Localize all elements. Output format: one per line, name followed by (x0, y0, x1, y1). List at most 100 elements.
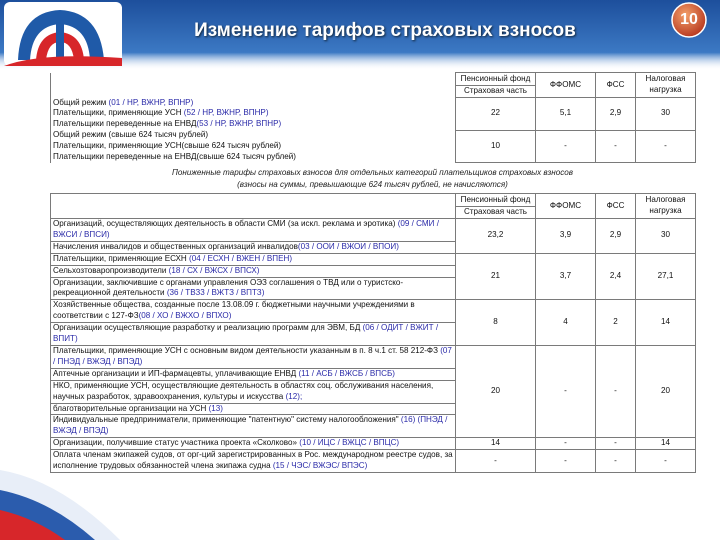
header-cell: ФФОМС (535, 193, 596, 219)
rate-cell: - (635, 449, 696, 473)
header-cell: Налоговая нагрузка (635, 193, 696, 219)
table-row: Плательщики, применяющие УСН (52 / НР, В… (50, 108, 696, 120)
header-text: Страховая часть (463, 85, 528, 95)
row-code: (18 / СХ / ВЖСХ / ВПСХ) (168, 265, 260, 275)
header-text: Страховая часть (463, 206, 528, 216)
row-label: Плательщики, применяющие УСН (52 / НР, В… (50, 108, 456, 120)
row-label: Сельхозтоваропроизводители (18 / СХ / ВЖ… (50, 264, 456, 278)
rate-cell: 20 (635, 344, 696, 439)
row-text: Оплата членам экипажей судов, от орг-ций… (53, 450, 453, 471)
header-cell: ФСС (595, 72, 636, 98)
row-text: Общий режим (свыше 624 тысяч рублей) (53, 130, 209, 140)
row-code: (08 / ХО / ВЖХО / ВПХО) (138, 311, 232, 321)
row-text: Плательщики переведенные на ЕНВД (53, 119, 197, 129)
row-text: Организации осуществляющие разработку и … (53, 323, 363, 333)
table-row: Организаций, осуществляющих деятельность… (50, 218, 696, 254)
row-text: Организаций, осуществляющих деятельность… (53, 219, 398, 228)
table-row: Организации, получившие статус участника… (50, 437, 696, 451)
table: Пенсионный фонд Страховая часть ФФОМС ФСС На… (50, 72, 696, 164)
rate-cell: 4 (535, 299, 596, 346)
caption-line: Пониженные тарифы страховых взносов для … (172, 168, 573, 177)
rate-cell: - (535, 129, 596, 164)
rate-cell: 2,9 (595, 97, 636, 131)
row-text: Плательщики, применяющие УСН с основным … (53, 345, 441, 355)
header-text: Пенсионный фонд (456, 74, 535, 86)
slide-number-badge (671, 2, 707, 38)
rate-cell: - (595, 344, 636, 439)
row-label: Плательщики, применяющие УСН(свыше 624 т… (50, 141, 456, 153)
rate-cell: 14 (635, 299, 696, 346)
row-label: Плательщики, применяющие УСН с основным … (50, 344, 456, 369)
rate-cell: 14 (455, 437, 536, 451)
row-text: Плательщики переведенные на ЕНВД(свыше 6… (53, 152, 296, 162)
row-code: (53 / НР, ВЖНР, ВПНР) (196, 119, 282, 129)
caption-line: (взносы на суммы, превышающие 624 тысяч … (237, 180, 508, 189)
table-row: Общий режим (свыше 624 тысяч рублей) 10- -… (50, 129, 696, 164)
rate-cell: - (595, 449, 636, 473)
rate-cell: - (455, 449, 536, 473)
rate-cell: 2 (595, 299, 636, 346)
slide-number: 10 (680, 11, 698, 28)
row-label: благотворительные организации на УСН (13… (50, 402, 456, 416)
row-label: Хозяйственные общества, созданные после … (50, 299, 456, 324)
rate-cell: 22 (455, 97, 536, 131)
rate-cell: 2,4 (595, 252, 636, 301)
table-row: благотворительные организации на УСН (13… (50, 402, 696, 416)
row-label: Организации, получившие статус участника… (50, 437, 456, 451)
row-code: (12); (285, 391, 303, 401)
row-text: Начисления инвалидов и общественных орга… (53, 241, 298, 251)
row-code: (52 / НР, ВЖНР, ВПНР) (183, 108, 269, 118)
rate-cell: 5,1 (535, 97, 596, 131)
row-code: (15 / ЧЭС/ ВЖЭС/ ВПЭС) (272, 461, 368, 471)
table-row: Плательщики, применяющие УСН с основным … (50, 344, 696, 439)
rate-cell: 30 (635, 218, 696, 254)
row-label: Начисления инвалидов и общественных орга… (50, 240, 456, 254)
rate-cell: 27,1 (635, 252, 696, 301)
rate-cell: - (535, 437, 596, 451)
header-row: Пенсионный фонд Страховая часть ФФОМС ФСС На… (50, 193, 696, 219)
table-row: Начисления инвалидов и общественных орга… (50, 240, 696, 254)
table-row: Аптечные организации и ИП-фармацевты, уп… (50, 367, 696, 381)
rate-cell: 3,9 (535, 218, 596, 254)
rate-cell: 14 (635, 437, 696, 451)
header-cell: Пенсионный фонд Страховая часть (455, 193, 536, 219)
row-label: НКО, применяющие УСН, осуществляющие дея… (50, 379, 456, 404)
rate-cell: - (535, 344, 596, 439)
row-text: благотворительные организации на УСН (53, 403, 209, 413)
caption: Пониженные тарифы страховых взносов для … (50, 167, 695, 191)
row-code: (11 / АСБ / ВЖСБ / ВПСБ) (298, 368, 395, 378)
row-code: (16) (ПНЭД / ВЖЭД / ВПЭД) (53, 415, 448, 436)
row-label: Плательщики, применяющие ЕСХН (04 / ЕСХН… (50, 252, 456, 266)
table-row: Оплата членам экипажей судов, от орг-ций… (50, 449, 696, 473)
header-cell (50, 72, 456, 98)
row-text: Плательщики, применяющие УСН(свыше 624 т… (53, 141, 282, 151)
row-code: (10 / ИЦС / ВЖЦС / ВПЦС) (299, 438, 400, 448)
rate-cell: 30 (635, 97, 696, 131)
row-label: Организации осуществляющие разработку и … (50, 322, 456, 346)
row-text: Индивидуальные предприниматели, применяю… (53, 415, 401, 425)
row-code: (03 / ООИ / ВЖОИ / ВПОИ) (297, 241, 399, 251)
table-row: Плательщики, применяющие УСН(свыше 624 т… (50, 141, 696, 153)
row-text: Плательщики, применяющие ЕСХН (53, 253, 189, 263)
table-row: Общий режим (01 / НР, ВЖНР, ВПНР) 22 5,1 2,… (50, 97, 696, 131)
rate-cell: 2,9 (595, 218, 636, 254)
header-text: Пенсионный фонд (456, 195, 535, 207)
row-label: Организации, заключившие с органами упра… (50, 276, 456, 301)
rate-cell: 21 (455, 252, 536, 301)
row-text: Сельхозтоваропроизводители (53, 265, 169, 275)
row-label: Оплата членам экипажей судов, от орг-ций… (50, 449, 456, 473)
row-label: Плательщики переведенные на ЕНВД(свыше 6… (50, 152, 456, 163)
table-row: Плательщики переведенные на ЕНВД(свыше 6… (50, 152, 696, 163)
header-cell: ФФОМС (535, 72, 596, 98)
header-cell: Пенсионный фонд Страховая часть (455, 72, 536, 98)
header-cell: ФСС (595, 193, 636, 219)
logo (4, 2, 122, 66)
row-text: Организации, заключившие с органами упра… (53, 277, 404, 298)
rate-cell: 20 (455, 344, 536, 439)
row-text: Организации, получившие статус участника… (53, 438, 300, 448)
row-label: Индивидуальные предприниматели, применяю… (50, 414, 456, 439)
table-row: НКО, применяющие УСН, осуществляющие дея… (50, 379, 696, 404)
row-text: Плательщики, применяющие УСН (53, 108, 184, 118)
